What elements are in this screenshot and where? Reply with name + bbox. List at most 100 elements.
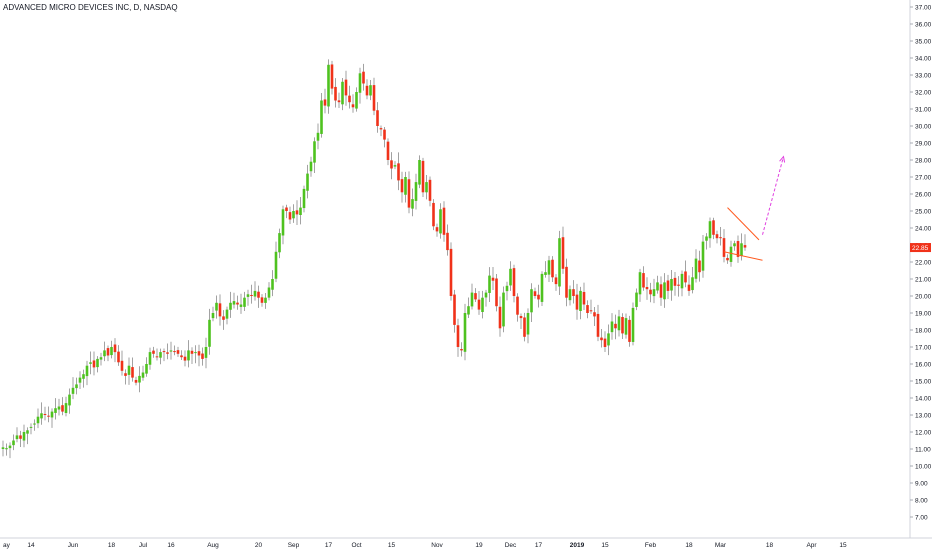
candle-body: [621, 317, 624, 334]
price-tick-label: 25.00: [915, 208, 932, 215]
candle: [418, 155, 421, 189]
candle-body: [705, 236, 708, 241]
candle: [127, 357, 131, 385]
candle: [351, 94, 355, 113]
candle: [670, 270, 673, 301]
candle-body: [498, 306, 502, 329]
candle: [495, 274, 498, 312]
time-tick-label: 18: [685, 542, 693, 549]
candle: [397, 152, 400, 191]
price-tick-label: 19.00: [915, 310, 932, 317]
candle: [201, 347, 204, 366]
candle: [582, 282, 586, 310]
candle-body: [138, 375, 141, 383]
candle-body: [89, 362, 92, 364]
candle-body: [19, 435, 22, 439]
candle: [554, 274, 558, 291]
candle: [169, 341, 173, 360]
candle: [372, 77, 376, 116]
candle-body: [57, 406, 61, 410]
candle: [29, 423, 33, 435]
candle: [327, 59, 330, 114]
candle-body: [502, 292, 505, 327]
candle-body: [78, 377, 82, 383]
candle: [736, 235, 740, 263]
candle-body: [292, 211, 295, 219]
candle: [334, 78, 337, 108]
price-tick-label: 16.00: [915, 361, 932, 368]
candle: [663, 273, 666, 308]
candle: [474, 288, 477, 302]
candle-body: [519, 316, 523, 319]
candle: [12, 434, 15, 451]
price-tick-label: 21.00: [915, 276, 932, 283]
candle-body: [544, 272, 547, 275]
candle: [257, 285, 260, 308]
candle-body: [372, 85, 376, 111]
candle-body: [183, 356, 187, 361]
time-tick-label: ay: [3, 542, 11, 549]
candle: [309, 156, 313, 177]
candle-body: [404, 177, 407, 195]
candle: [103, 341, 106, 362]
candle: [435, 223, 439, 237]
candle: [701, 235, 705, 278]
candle-body: [169, 350, 173, 352]
candle: [204, 337, 208, 369]
candle: [369, 80, 372, 101]
candle: [404, 171, 407, 203]
candle-body: [729, 246, 733, 262]
time-tick-label: Aug: [207, 542, 219, 549]
time-axis[interactable]: ay 14 Jun 18 Jul 16 Aug 20 Sep 17 Oct 15 Nov 19 Dec 17 2…: [0, 537, 932, 549]
candle: [110, 340, 113, 359]
candle: [281, 205, 285, 245]
candle-body: [309, 161, 313, 172]
candle-body: [421, 160, 425, 193]
candle: [680, 270, 684, 297]
price-tick-label: 27.00: [915, 174, 932, 181]
price-axis[interactable]: 7.00 8.00 9.00 10.00 11.00 12.00 13.00 14.00 15.…: [909, 0, 932, 538]
candle-body: [29, 426, 33, 428]
candle: [138, 366, 141, 393]
candle: [82, 369, 85, 388]
candle-body: [474, 293, 477, 300]
candle: [197, 344, 201, 367]
candle-body: [274, 251, 278, 279]
candle-body: [537, 294, 540, 300]
candle-body: [362, 71, 365, 84]
candle-body: [397, 163, 400, 181]
candle: [47, 406, 50, 423]
candle-body: [288, 212, 292, 220]
candle: [176, 346, 180, 357]
price-tick-label: 12.00: [915, 429, 932, 436]
candle: [362, 63, 365, 91]
candle-body: [12, 440, 15, 446]
candle-body: [327, 64, 330, 107]
candle: [551, 256, 554, 283]
candle-body: [568, 289, 572, 301]
price-tick-label: 30.00: [915, 123, 932, 130]
candle: [78, 371, 82, 389]
candle: [190, 347, 194, 364]
candle: [229, 291, 232, 318]
candle: [106, 345, 110, 362]
candle-body: [561, 237, 565, 269]
candle: [124, 369, 127, 385]
candle: [638, 268, 642, 302]
candle-body: [134, 379, 138, 383]
candle-body: [22, 432, 26, 441]
time-tick-label: Feb: [645, 542, 657, 549]
candle-body: [701, 241, 705, 271]
candle: [726, 254, 729, 264]
candle: [617, 309, 621, 337]
candle-body: [572, 289, 575, 296]
candle: [498, 296, 502, 337]
candle: [558, 230, 561, 296]
candle-body: [239, 304, 243, 307]
candle: [540, 271, 544, 307]
candle-body: [344, 79, 348, 96]
price-tick-label: 36.00: [915, 21, 932, 28]
candle: [386, 138, 390, 166]
candle: [523, 312, 526, 342]
